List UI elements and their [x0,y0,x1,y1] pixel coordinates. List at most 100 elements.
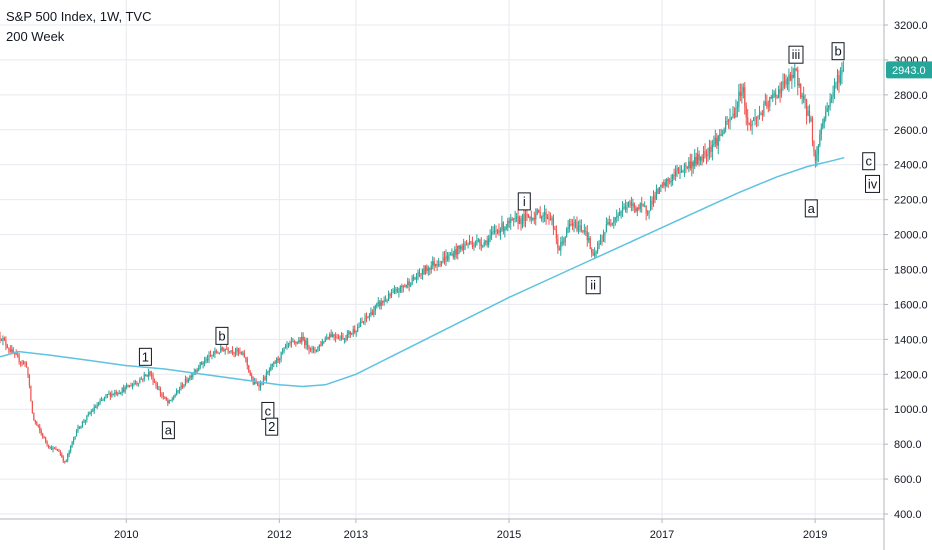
candle-body [764,101,766,104]
candle-body [20,362,22,364]
y-tick-label: 1800.0 [894,265,928,277]
candle-body [788,74,790,85]
candle-body [2,338,4,341]
candle-body [536,209,538,215]
candle-body [326,337,328,339]
candle-body [704,151,706,155]
wave-label: a [161,421,175,440]
candle-body [710,147,712,152]
candle-body [279,358,281,361]
candle-body [114,392,116,395]
y-axis-ticks[interactable]: 3200.03000.02800.02600.02400.02200.02000… [884,20,928,521]
candle-body [364,316,366,322]
candle-body [230,350,232,352]
candle-body [461,246,463,250]
candle-body [277,358,279,361]
candle-body [70,445,72,452]
candle-body [608,222,610,224]
x-axis-ticks[interactable]: 2010 2012 2013 2015 2017 2019 [114,519,827,541]
candle-body [736,106,739,109]
candle-body [6,345,8,349]
candle-body [651,200,653,205]
candle-body [517,216,519,224]
candle-body [393,289,396,293]
candle-body [320,344,322,346]
candle-body [747,117,749,124]
candle-body [649,200,652,211]
candle-body [786,79,789,85]
candle-body [123,388,125,392]
candle-body [579,225,581,227]
candle-body [115,392,117,394]
candle-body [677,168,680,173]
candle-body [77,426,79,432]
candle-body [420,274,422,276]
wave-label: b [215,326,229,345]
candle-body [689,161,691,169]
candle-body [155,382,157,386]
candle-body [822,122,824,128]
candle-body [738,91,740,107]
candle-body [711,145,713,152]
candle-body [679,172,681,174]
candle-body [607,222,609,225]
candle-body [535,214,537,220]
candle-body [810,117,812,122]
candle-body [315,350,318,352]
candle-body [318,344,320,347]
candle-body [463,244,465,250]
candle-body [442,257,444,262]
candle-body [329,334,331,338]
candle-body [507,220,509,228]
candle-body [352,329,354,333]
candle-body [299,340,301,343]
candle-body [538,209,540,212]
candle-body [792,74,794,78]
y-tick-label: 1400.0 [894,334,928,346]
candle-body [841,70,843,76]
wave-label-text: c [865,154,872,169]
candle-body [304,339,306,346]
candle-body [327,337,329,339]
candle-body [196,370,198,372]
candle-body [332,334,334,337]
candle-body [779,89,781,94]
candle-body [71,442,73,446]
candle-body [56,449,59,451]
candle-body [598,242,600,248]
candle-body [379,301,381,307]
candle-body [495,230,497,232]
candle-body [164,396,166,398]
wave-label-text: b [834,44,841,59]
candle-body [34,420,36,423]
wave-label: iv [865,174,881,193]
candle-body [680,170,683,173]
candle-body [221,347,223,350]
candle-body [489,235,491,239]
candle-body [454,249,456,258]
candle-body [667,179,669,181]
candle-body [601,240,603,242]
wave-label-text: iv [868,176,878,191]
candle-body [373,310,375,316]
candle-body [549,218,552,221]
candle-body [819,134,821,146]
candle-body [333,334,335,337]
candle-body [604,232,606,236]
candle-body [448,254,450,260]
candle-body [340,335,343,337]
candle-body [791,74,793,81]
candle-body [125,385,128,387]
candle-body [183,384,185,388]
candle-body [426,266,428,271]
candle-body [170,399,172,401]
candle-body [86,415,88,421]
candle-body [524,214,527,221]
candle-body [89,413,91,415]
candle-body [471,243,474,247]
candle-body [480,243,482,247]
candle-body [55,448,57,450]
candle-body [187,379,189,382]
wave-label-box [215,326,229,345]
candle-body [27,367,29,376]
